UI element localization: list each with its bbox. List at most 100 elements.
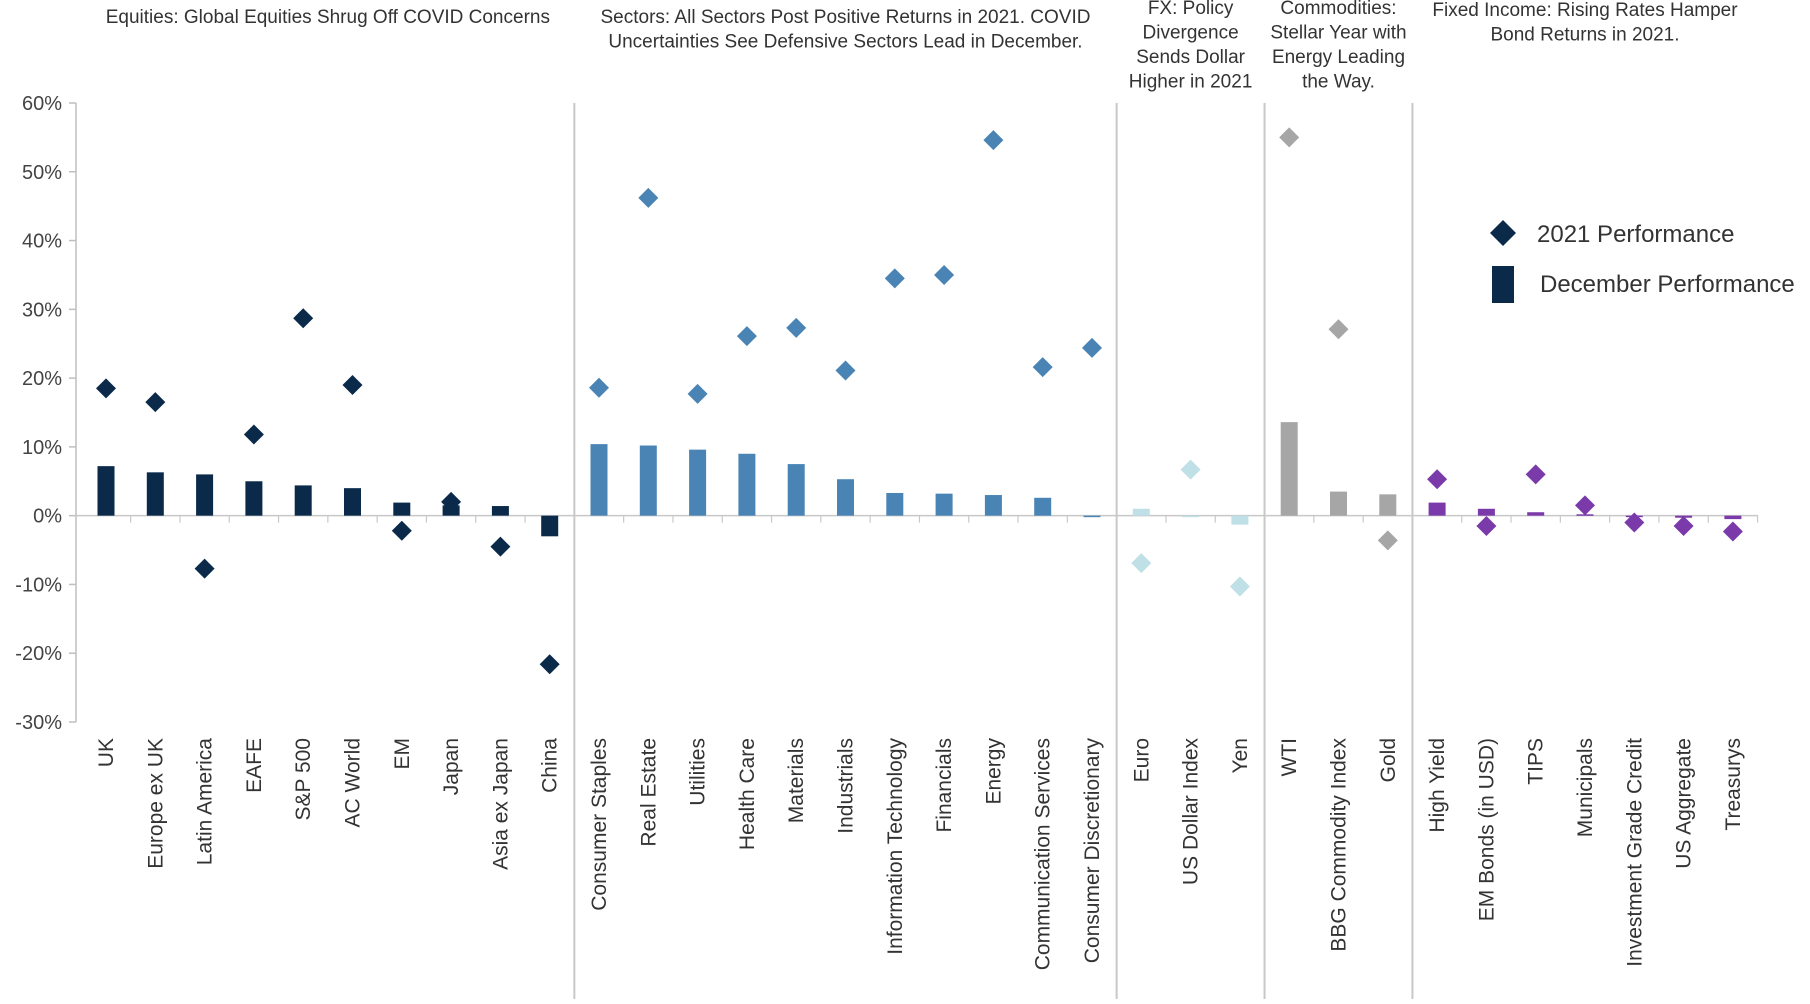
- year-2021-marker: [786, 317, 807, 338]
- y-tick-label: -30%: [15, 712, 62, 734]
- december-bar: [639, 445, 657, 516]
- december-bar: [1477, 508, 1495, 516]
- category-label: US Aggregate: [1673, 738, 1696, 869]
- category-label: Information Technology: [884, 738, 907, 955]
- december-bar: [1132, 508, 1150, 516]
- section-title: Higher in 2021: [1129, 72, 1253, 93]
- year-2021-marker: [1131, 553, 1152, 574]
- december-bar: [1231, 515, 1249, 525]
- december-bar: [886, 492, 904, 516]
- year-2021-marker: [391, 520, 412, 541]
- year-2021-marker: [687, 383, 708, 404]
- category-label: Europe ex UK: [144, 738, 167, 869]
- category-label: Health Care: [736, 738, 759, 850]
- section-title: Energy Leading: [1272, 47, 1405, 68]
- category-label: BBG Commodity Index: [1328, 738, 1351, 952]
- december-bar: [344, 488, 361, 516]
- category-label: Industrials: [835, 738, 858, 834]
- category-label: AC World: [342, 738, 365, 827]
- december-bar: [1034, 497, 1052, 516]
- category-label: Treasurys: [1722, 738, 1745, 831]
- year-2021-marker: [1525, 464, 1546, 485]
- december-bar: [1330, 491, 1347, 516]
- december-bar: [491, 506, 509, 516]
- year-2021-marker: [1082, 337, 1102, 358]
- category-label: Latin America: [194, 738, 217, 866]
- y-tick-label: 10%: [22, 437, 62, 459]
- year-2021-marker: [638, 187, 659, 208]
- section-title: Divergence: [1143, 23, 1239, 44]
- year-2021-marker: [589, 377, 609, 398]
- year-2021-marker: [1328, 319, 1349, 340]
- category-label: China: [539, 738, 562, 793]
- december-bar: [294, 485, 312, 516]
- december-bar: [393, 502, 411, 516]
- year-2021-marker: [835, 360, 856, 381]
- december-bar: [738, 453, 756, 516]
- december-bar: [689, 449, 707, 516]
- december-bar: [1280, 422, 1298, 516]
- december-bar: [984, 495, 1002, 516]
- y-tick-label: 50%: [22, 162, 62, 184]
- section-title: Stellar Year with: [1270, 23, 1406, 44]
- category-label: S&P 500: [292, 738, 315, 821]
- legend-label-2021: 2021 Performance: [1537, 221, 1734, 248]
- y-tick-label: -20%: [15, 643, 62, 665]
- section-title: FX: Policy: [1148, 0, 1234, 19]
- category-label: UK: [95, 738, 118, 767]
- december-bar: [590, 444, 608, 516]
- category-label: Real Estate: [637, 738, 660, 847]
- section-title: Sends Dollar: [1136, 47, 1245, 68]
- year-2021-marker: [1722, 521, 1743, 542]
- year-2021-marker: [441, 491, 462, 512]
- year-2021-marker: [736, 326, 757, 347]
- y-tick-label: 0%: [33, 506, 62, 528]
- category-label: Asia ex Japan: [489, 738, 512, 870]
- section-title: Uncertainties See Defensive Sectors Lead…: [608, 32, 1082, 53]
- year-2021-marker: [1427, 469, 1448, 490]
- year-2021-marker: [1180, 459, 1201, 480]
- year-2021-marker: [884, 268, 905, 289]
- year-2021-marker: [934, 264, 955, 285]
- year-2021-marker: [1673, 515, 1694, 536]
- year-2021-marker: [983, 130, 1004, 151]
- december-bar: [97, 466, 115, 516]
- year-2021-marker: [1229, 576, 1250, 597]
- legend-diamond-marker: [1490, 220, 1516, 246]
- year-2021-marker: [342, 374, 363, 395]
- year-2021-marker: [539, 654, 560, 675]
- december-bar: [1182, 515, 1200, 518]
- year-2021-marker: [1279, 127, 1300, 148]
- december-bar: [1527, 512, 1545, 516]
- category-label: WTI: [1278, 738, 1301, 776]
- category-label: Communication Services: [1032, 738, 1055, 970]
- y-tick-label: 20%: [22, 368, 62, 390]
- december-bar: [1724, 515, 1742, 520]
- category-label: Investment Grade Credit: [1623, 738, 1646, 967]
- category-label: EM Bonds (in USD): [1475, 738, 1498, 921]
- category-label: TIPS: [1525, 738, 1548, 785]
- category-label: EM: [391, 738, 414, 770]
- legend-label-december: December Performance: [1540, 271, 1795, 298]
- year-2021-marker: [1377, 530, 1398, 551]
- category-label: Yen: [1229, 738, 1252, 773]
- december-bar: [146, 472, 164, 516]
- category-label: Japan: [440, 738, 463, 795]
- year-2021-marker: [96, 378, 116, 399]
- category-label: US Dollar Index: [1180, 738, 1203, 886]
- category-label: Municipals: [1574, 738, 1597, 837]
- december-bar: [935, 493, 953, 516]
- category-label: Euro: [1130, 738, 1153, 782]
- category-label: Consumer Discretionary: [1081, 738, 1104, 964]
- category-label: Energy: [982, 738, 1005, 805]
- category-label: Consumer Staples: [588, 738, 611, 911]
- year-2021-marker: [1575, 495, 1595, 516]
- category-label: High Yield: [1426, 738, 1449, 833]
- december-bar: [1379, 494, 1397, 516]
- section-title: the Way.: [1302, 72, 1375, 93]
- y-tick-label: -10%: [15, 574, 62, 596]
- year-2021-marker: [243, 424, 264, 445]
- december-bar: [837, 479, 854, 516]
